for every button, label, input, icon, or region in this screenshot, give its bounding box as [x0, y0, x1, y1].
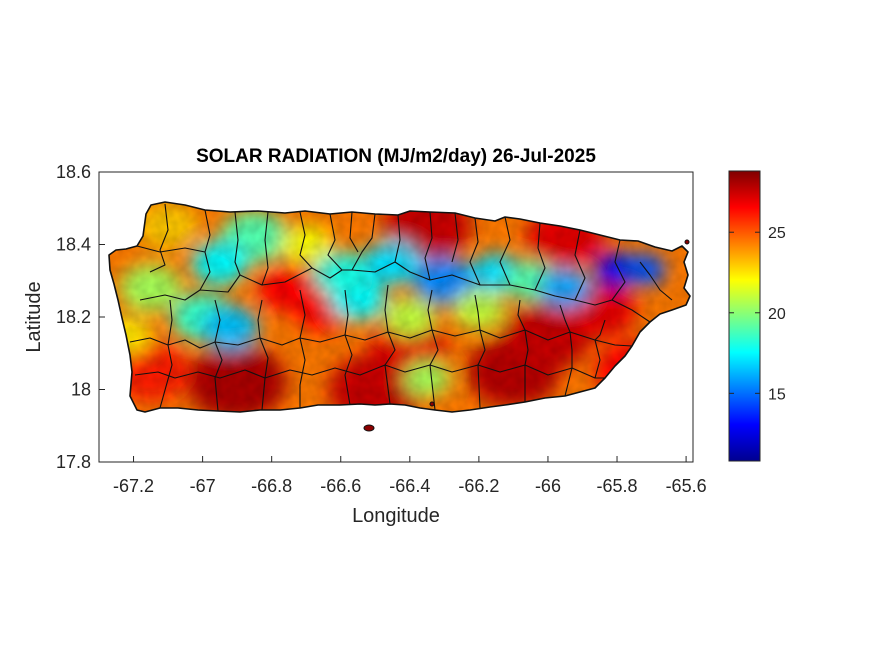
x-tick-label: -66.2 [458, 476, 499, 496]
municipal-boundary [261, 211, 269, 286]
island-outline [108, 201, 691, 413]
municipal-boundary [424, 211, 433, 281]
x-tick-label: -67.2 [113, 476, 154, 496]
municipal-boundary [149, 203, 169, 273]
municipal-boundary [344, 289, 353, 406]
colorbar-tick-label: 25 [768, 225, 786, 242]
x-tick-label: -67 [190, 476, 216, 496]
municipal-boundary [134, 364, 605, 379]
y-tick-label: 18.6 [56, 162, 91, 182]
municipal-boundary [234, 211, 241, 276]
municipal-boundary [384, 284, 396, 405]
x-axis-label: Longitude [352, 505, 440, 527]
municipal-boundary [327, 213, 343, 271]
y-tick-label: 18.4 [56, 235, 91, 255]
x-tick-label: -65.6 [666, 476, 707, 496]
municipal-boundaries [129, 203, 673, 412]
municipal-boundary [574, 229, 586, 301]
colorbar-tick-label: 15 [768, 386, 786, 403]
islets [363, 239, 690, 432]
municipal-boundary [199, 209, 211, 291]
municipal-boundary [257, 299, 269, 411]
municipal-boundary [639, 261, 673, 301]
y-tick-label: 18 [71, 380, 91, 400]
y-axis: 17.8 18 18.2 18.4 18.6 [56, 162, 105, 472]
municipal-boundary [129, 329, 633, 349]
colorbar-ticks: 15 20 25 [729, 225, 786, 403]
municipal-boundary [517, 299, 529, 402]
municipal-boundary [559, 304, 573, 397]
municipal-boundary [139, 261, 651, 323]
municipal-boundary [534, 222, 546, 291]
y-axis-label: Latitude [23, 281, 45, 352]
municipal-boundary [214, 299, 223, 412]
x-tick-label: -66 [535, 476, 561, 496]
municipal-boundary [159, 299, 173, 409]
x-tick-label: -66.6 [320, 476, 361, 496]
islet [363, 424, 375, 432]
x-axis: -67.2 -67 -66.8 -66.6 -66.4 -66.2 -66 -65.8 -65.… [113, 456, 707, 496]
municipal-boundary [499, 216, 511, 286]
municipal-boundary [299, 289, 306, 408]
colorbar-tick-label: 20 [768, 306, 786, 323]
islet [429, 401, 435, 407]
colorbar-gradient [728, 170, 761, 462]
chart-title: SOLAR RADIATION (MJ/m2/day) 26-Jul-2025 [196, 146, 596, 167]
colorbar: 15 20 25 [728, 170, 786, 462]
municipal-boundary [349, 211, 359, 253]
municipal-boundary [299, 211, 313, 269]
municipal-boundary [611, 239, 626, 301]
y-tick-label: 18.2 [56, 307, 91, 327]
x-tick-label: -65.8 [597, 476, 638, 496]
municipal-boundary [474, 294, 486, 409]
municipal-boundary [136, 245, 206, 253]
islet [684, 239, 690, 245]
y-tick-label: 17.8 [56, 452, 91, 472]
municipal-boundary [351, 213, 376, 271]
municipal-boundary [469, 217, 481, 286]
municipal-boundary [594, 319, 606, 379]
x-tick-label: -66.4 [389, 476, 430, 496]
x-tick-label: -66.8 [251, 476, 292, 496]
municipal-boundary [451, 212, 459, 263]
municipal-boundary [427, 289, 439, 411]
municipal-boundary [394, 214, 401, 263]
